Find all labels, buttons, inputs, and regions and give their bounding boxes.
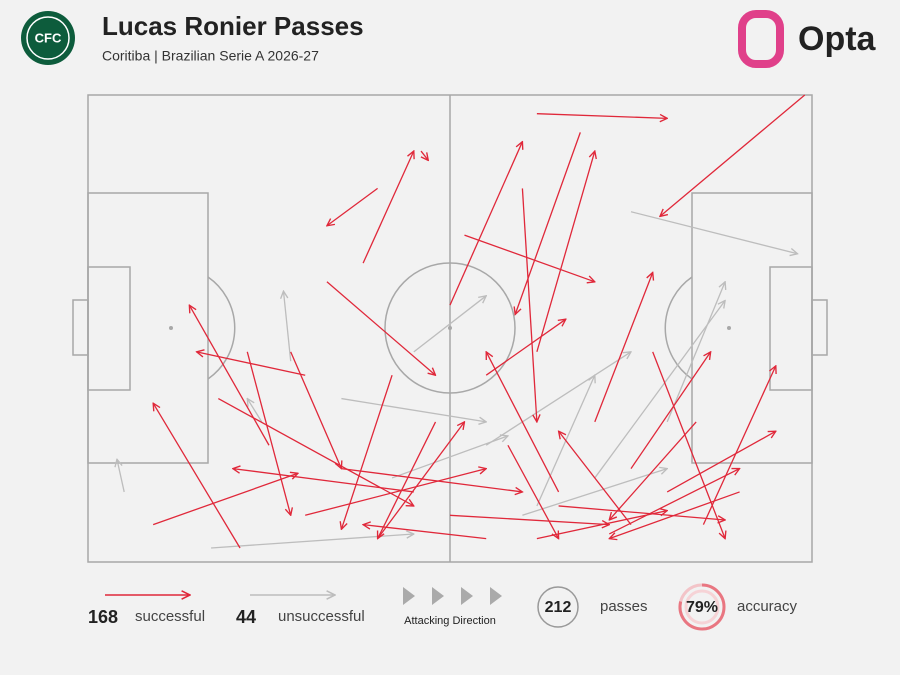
pass-arrow (363, 525, 487, 540)
successful-label: successful (135, 608, 205, 625)
pass-arrow (652, 351, 725, 539)
pass-arrow (536, 113, 667, 119)
pass-arrow (290, 351, 342, 469)
pass-arrow (413, 296, 486, 353)
pass-arrow (326, 281, 436, 375)
pass-arrow (218, 397, 413, 506)
pass-arrow (507, 444, 559, 538)
pass-arrow (341, 374, 393, 529)
chart-subtitle: Coritiba | Brazilian Serie A 2026-27 (102, 48, 319, 64)
pass-arrow (341, 397, 486, 422)
pass-arrow (152, 473, 298, 526)
pass-arrow (536, 151, 595, 353)
brand-logo: Opta (738, 10, 877, 68)
pass-arrow (189, 305, 270, 446)
pass-arrow (594, 300, 725, 479)
pass-arrow (594, 272, 653, 423)
pass-arrow (559, 431, 632, 526)
pass-arrow (702, 366, 775, 525)
pass-arrow (666, 282, 725, 423)
legend: 168 successful 44 unsuccessful Attacking… (88, 583, 798, 631)
pass-arrow (486, 352, 560, 493)
passes (117, 94, 806, 549)
accuracy-value: 79% (686, 599, 718, 616)
pass-arrow (305, 469, 486, 516)
club-logo: CFC (21, 11, 75, 65)
pass-arrow (153, 403, 241, 549)
pass-arrow (246, 351, 290, 515)
pass-arrow (522, 469, 667, 516)
pass-arrow (449, 142, 522, 306)
pass-arrow (485, 352, 631, 446)
logo-text: CFC (35, 30, 62, 45)
pass-arrow (283, 291, 292, 362)
pass-arrow (485, 319, 566, 376)
successful-count: 168 (88, 607, 118, 627)
pass-arrow (609, 421, 697, 520)
total-passes: 212 (545, 599, 572, 616)
unsuccessful-label: unsuccessful (278, 608, 365, 625)
accuracy-ring (678, 583, 726, 631)
pass-arrow (117, 459, 125, 493)
pass-arrow (362, 151, 414, 264)
pass-arrow (521, 188, 536, 422)
pass-arrow (515, 132, 581, 314)
pass-arrow (609, 491, 740, 539)
accuracy-label: accuracy (737, 598, 798, 615)
pitch (72, 94, 828, 563)
pass-arrow (536, 511, 667, 540)
pass-arrow (247, 399, 263, 423)
chart-title: Lucas Ronier Passes (102, 11, 364, 41)
pass-arrow (377, 422, 465, 540)
pass-arrow (378, 421, 437, 539)
pass-arrow (233, 469, 414, 493)
pass-arrow (341, 467, 522, 492)
passes-label: passes (600, 598, 648, 615)
pass-arrow (630, 352, 711, 469)
pass-arrow (558, 505, 726, 520)
pass-arrow (630, 211, 798, 254)
unsuccessful-count: 44 (236, 607, 256, 627)
pass-arrow (420, 150, 428, 160)
brand-text: Opta (798, 20, 877, 58)
pass-arrow (660, 94, 806, 216)
pass-arrow (608, 469, 739, 535)
pass-arrow (211, 534, 414, 549)
direction-label: Attacking Direction (404, 615, 496, 627)
pass-arrow (666, 431, 776, 493)
pass-arrow (464, 234, 594, 282)
pass-arrow (449, 514, 609, 524)
pass-arrow (327, 187, 378, 225)
